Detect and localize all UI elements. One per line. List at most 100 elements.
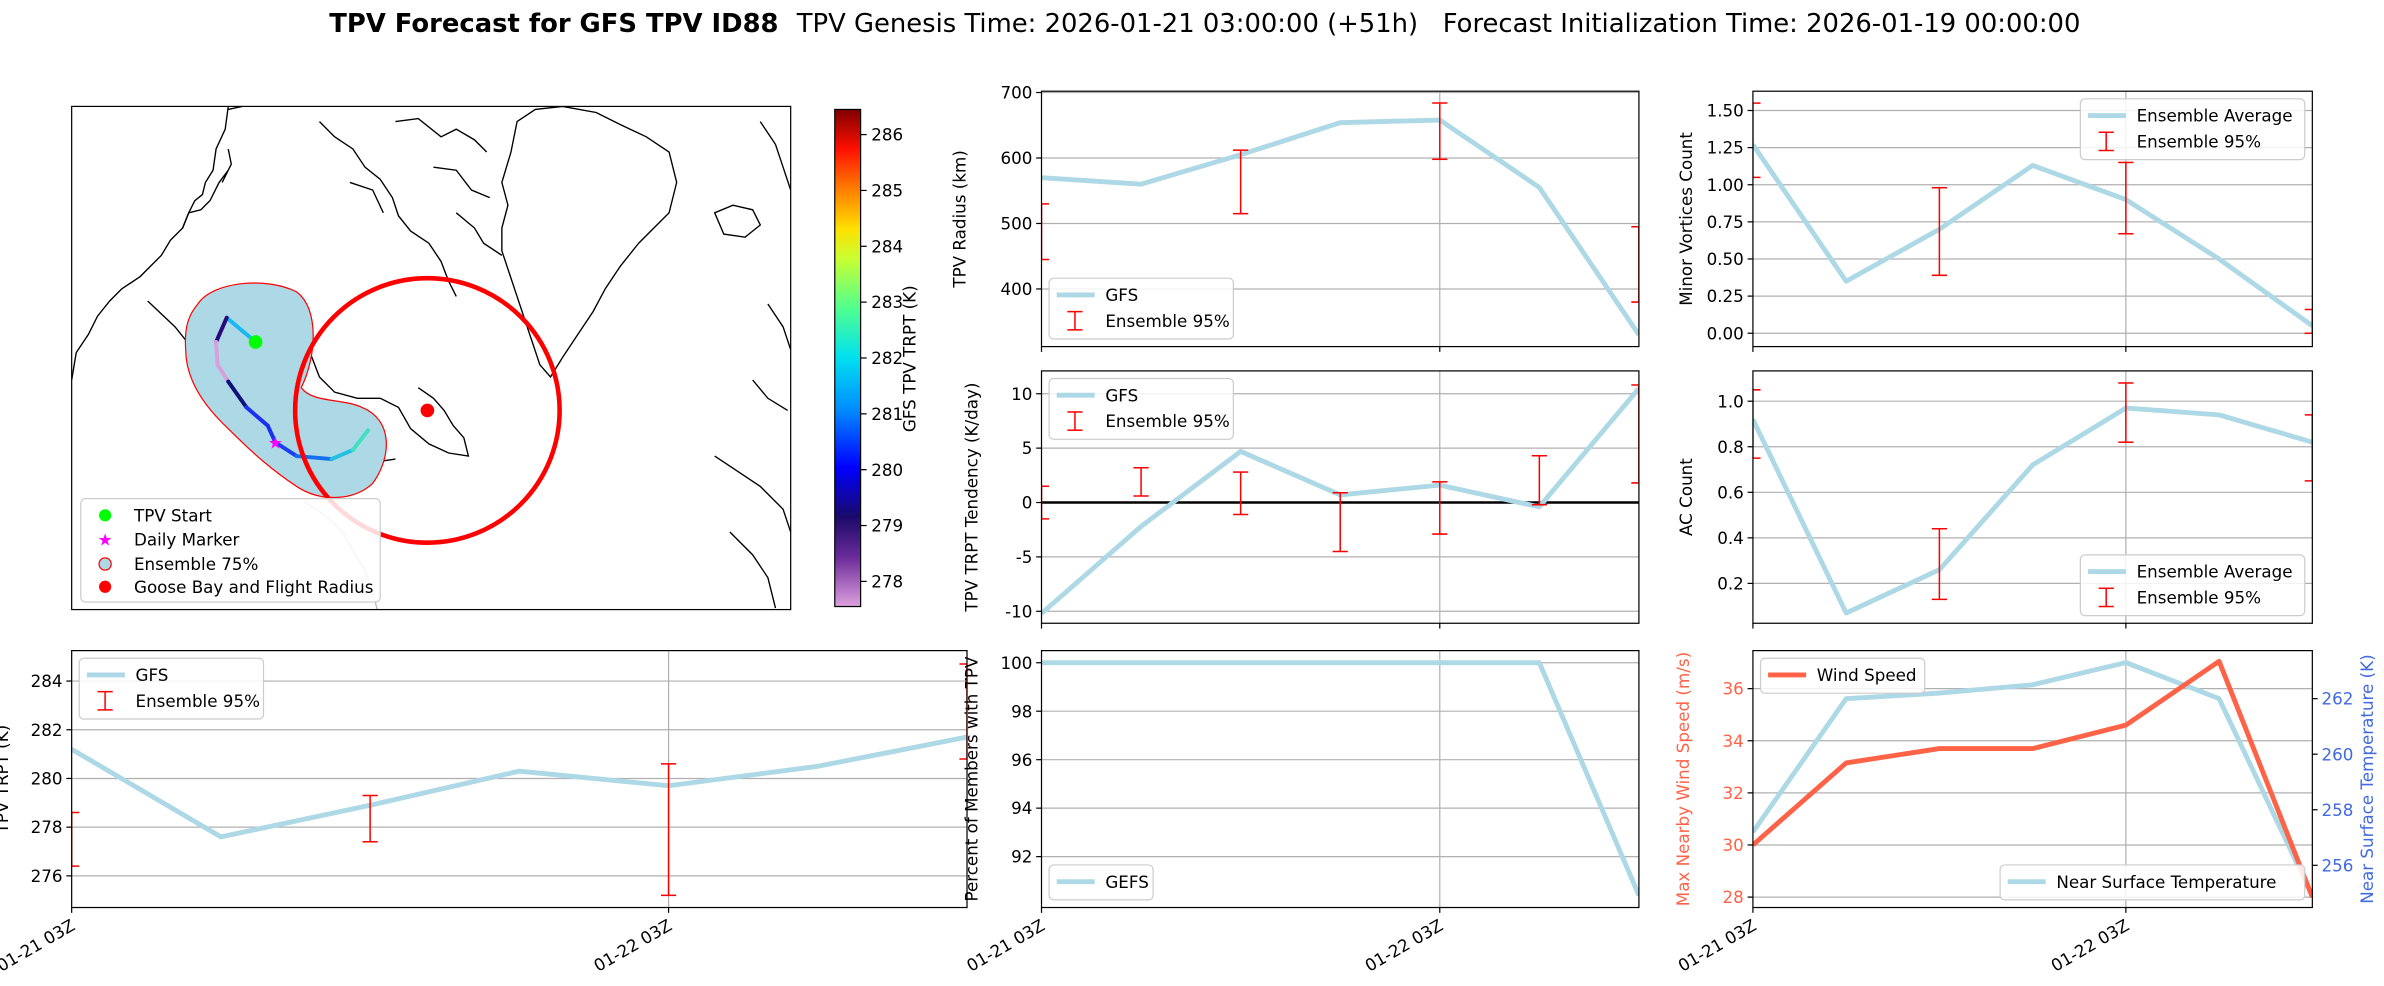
legend-label: Ensemble Average (2137, 562, 2293, 582)
y-tick-label: 1.50 (1707, 101, 1744, 121)
error-bar (362, 794, 378, 843)
y-axis-label: TPV Radius (km) (950, 150, 970, 288)
x-tick-label: 01-21 03Z (963, 915, 1048, 976)
plot-area (71, 663, 968, 897)
track-segment (244, 405, 270, 428)
y-tick-label: 32 (1723, 783, 1744, 803)
legend: Ensemble Average Ensemble 95% (2079, 554, 2306, 617)
coastline-europe (714, 121, 791, 609)
legend-errorbar-icon (2098, 131, 2114, 152)
y-tick-label: 1.00 (1707, 175, 1744, 195)
legend-box (1048, 277, 1234, 340)
track-segment (273, 440, 299, 459)
error-bar (2118, 161, 2134, 235)
y-axis-label: Max Nearby Wind Speed (m/s) (1673, 652, 1693, 906)
legend-daily-marker: Daily Marker (134, 530, 240, 550)
y-tick-label: 276 (31, 866, 63, 886)
legend-label: Ensemble 95% (2137, 131, 2261, 151)
y-tick-label: 100 (1000, 653, 1032, 673)
error-bar (1041, 203, 1050, 261)
y-tick-label: 1.25 (1707, 138, 1744, 158)
error-bar (1432, 481, 1448, 535)
error-bar (1041, 485, 1050, 520)
legend-errorbar-icon (97, 690, 113, 711)
y-tick-label: 284 (31, 671, 63, 691)
right-y-tick-label: 260 (2321, 744, 2353, 764)
legend: Wind Speed (1759, 657, 1926, 694)
plot-area (1752, 102, 2313, 334)
coastline-iceland (713, 204, 762, 238)
y-tick-label: 98 (1011, 701, 1032, 721)
plot-area (1752, 658, 2313, 898)
track-segment (265, 423, 278, 445)
legend-label: Ensemble 95% (136, 691, 260, 711)
track-segment (350, 428, 371, 452)
daily-marker-star-icon: ★ (268, 432, 283, 452)
plot-area (1041, 660, 1639, 897)
axes-frame (1040, 370, 1640, 624)
error-bar (1133, 466, 1149, 497)
coastline-greenland (501, 106, 678, 379)
legend: GEFS (1048, 864, 1154, 901)
colorbar-tick-label: 281 (871, 404, 903, 424)
legend-label: GFS (136, 665, 169, 685)
series-line-ensemble-average (1752, 405, 2313, 616)
ensemble-75-area (184, 282, 387, 499)
coastline-hudson (71, 106, 229, 381)
error-bar (2118, 382, 2134, 443)
x-tick-label: 01-21 03Z (1674, 915, 1759, 976)
chart-tendency: -10 -5 0 5 10 TPV TRPT Tendency (K/day) GFS Ens… (962, 370, 1640, 629)
colorbar-tick-label: 284 (871, 236, 903, 256)
colorbar-tick-label: 283 (871, 292, 903, 312)
x-tick-label: 01-22 03Z (2047, 915, 2132, 976)
x-tick-label: 01-22 03Z (590, 915, 675, 976)
y-tick-label: 280 (31, 769, 63, 789)
legend-box (1999, 864, 2306, 901)
x-tick-label: 01-22 03Z (1361, 915, 1446, 976)
legend-box (78, 657, 265, 720)
legend-goose-bay: Goose Bay and Flight Radius (134, 577, 373, 597)
series-line-wind-speed (1752, 658, 2313, 898)
right-y-axis-label: Near Surface Temperature (K) (2357, 654, 2377, 903)
legend: GFS Ensemble 95% (1048, 377, 1234, 440)
legend-tpv-start: TPV Start (133, 505, 212, 525)
error-bar (1631, 225, 1639, 303)
y-tick-label: 400 (1000, 279, 1032, 299)
chart-minor: 0.00 0.25 0.50 0.75 1.00 1.25 1.50 Minor Vortic… (1676, 90, 2313, 352)
y-axis-label: TPV TRPT Tendency (K/day) (962, 383, 982, 613)
error-bar (1752, 102, 1761, 179)
track-segment (214, 340, 220, 367)
colorbar-tick-label: 286 (871, 125, 903, 145)
map-legend-box (80, 497, 381, 603)
y-tick-label: 0.00 (1707, 323, 1744, 343)
error-bar (1332, 491, 1348, 553)
y-tick-label: 600 (1000, 148, 1032, 168)
y-tick-label: 700 (1000, 83, 1032, 103)
y-tick-label: 282 (31, 720, 63, 740)
axes-frame (71, 650, 968, 909)
colorbar-tick-label: 282 (871, 348, 903, 368)
y-axis-label: AC Count (1676, 458, 1696, 536)
axes-frame (1040, 650, 1640, 909)
colorbar-gradient (834, 108, 862, 608)
series-line-gfs (1041, 117, 1639, 337)
legend-errorbar-icon (2098, 587, 2114, 608)
error-bar (1631, 384, 1639, 484)
right-y-tick-label: 256 (2321, 855, 2353, 875)
legend-box (2079, 554, 2306, 617)
map-legend: TPV Start ★ Daily Marker Ensemble 75% Go… (80, 497, 381, 603)
y-tick-label: 0.25 (1707, 286, 1744, 306)
legend-label: Ensemble 95% (1105, 311, 1229, 331)
y-tick-label: 36 (1723, 679, 1744, 699)
right-y-tick-label: 258 (2321, 800, 2353, 820)
error-bar (1931, 527, 1947, 601)
error-bar (1752, 389, 1761, 459)
legend-box (1759, 657, 1926, 694)
track-segment (215, 362, 231, 384)
axes-frame (1752, 650, 2313, 909)
colorbar-tick-label: 278 (871, 571, 903, 591)
chart-trpt: 276 278 280 282 284 01-21 03Z 01-22 03Z TPV TRP… (0, 650, 968, 976)
